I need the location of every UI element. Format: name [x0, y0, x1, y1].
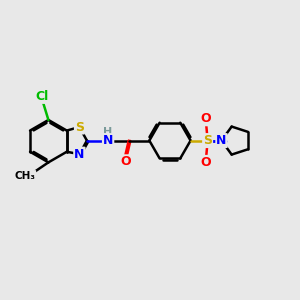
Text: O: O [201, 156, 211, 169]
Text: S: S [203, 134, 212, 147]
Text: O: O [201, 112, 211, 125]
Text: S: S [75, 121, 84, 134]
Text: Cl: Cl [35, 90, 49, 103]
Text: N: N [103, 134, 113, 147]
Text: N: N [216, 134, 227, 147]
Text: O: O [120, 155, 130, 168]
Text: H: H [103, 127, 113, 137]
Text: N: N [74, 148, 85, 160]
Text: CH₃: CH₃ [14, 171, 35, 181]
